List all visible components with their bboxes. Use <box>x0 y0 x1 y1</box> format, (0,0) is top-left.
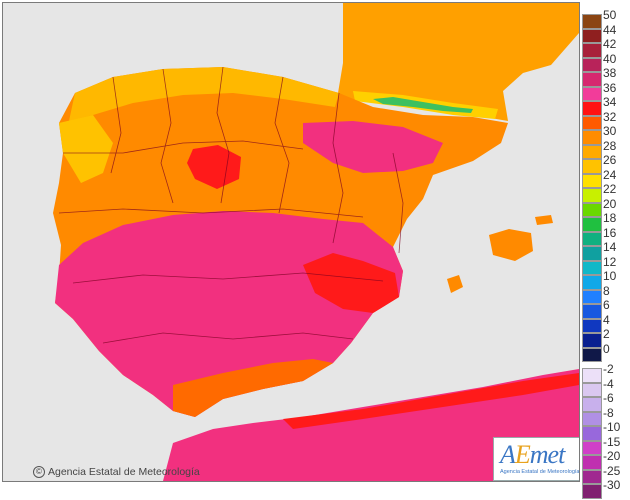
legend-label--30: -30 <box>603 478 621 492</box>
aemet-logo: AEmet Agencia Estatal de Meteorología <box>493 437 580 481</box>
legend-swatch-4 <box>582 318 602 333</box>
legend-swatch--25 <box>582 469 602 484</box>
legend-label-36: 36 <box>603 80 617 95</box>
legend-swatch-40 <box>582 57 602 72</box>
legend-label-6: 6 <box>603 298 610 312</box>
legend-swatch-32 <box>582 115 602 130</box>
legend-swatch--10 <box>582 426 602 441</box>
legend-swatch--4 <box>582 382 602 397</box>
legend-swatch--20 <box>582 455 602 470</box>
copyright-text: Agencia Estatal de Meteorología <box>48 466 200 478</box>
temperature-map: © Agencia Estatal de Meteorología AEmet … <box>2 2 580 482</box>
legend-label-12: 12 <box>603 254 617 269</box>
legend-swatch-42 <box>582 43 602 58</box>
legend-label--25: -25 <box>603 463 621 478</box>
legend-label-14: 14 <box>603 240 617 254</box>
legend-label-42: 42 <box>603 37 617 51</box>
legend-swatch-20 <box>582 202 602 217</box>
legend-swatch-26 <box>582 159 602 174</box>
legend-label-0: 0 <box>603 341 610 356</box>
legend-swatch--6 <box>582 397 602 412</box>
legend-label-38: 38 <box>603 66 617 80</box>
legend-label--20: -20 <box>603 449 621 463</box>
north-africa-coast-red <box>283 373 579 429</box>
legend-swatch-12 <box>582 260 602 275</box>
legend-swatch--15 <box>582 440 602 455</box>
legend-label-24: 24 <box>603 167 617 182</box>
legend-label--2: -2 <box>603 362 614 376</box>
legend-swatch--8 <box>582 411 602 426</box>
legend-swatch-22 <box>582 188 602 203</box>
logo-wordmark: AEmet <box>500 440 565 469</box>
legend-swatch-28 <box>582 144 602 159</box>
legend-swatch-24 <box>582 173 602 188</box>
legend-label-32: 32 <box>603 109 617 124</box>
ibiza <box>447 275 463 293</box>
legend-label-4: 4 <box>603 312 610 327</box>
map-canvas <box>3 3 579 481</box>
legend-swatch-30 <box>582 130 602 145</box>
logo-subtitle: Agencia Estatal de Meteorología <box>500 469 580 475</box>
legend-label-2: 2 <box>603 327 610 341</box>
legend-label--10: -10 <box>603 420 621 434</box>
central-hotspot <box>187 145 241 189</box>
legend-label-16: 16 <box>603 225 617 240</box>
legend-label-44: 44 <box>603 22 617 37</box>
legend-swatch-18 <box>582 217 602 232</box>
south-coast-warm <box>173 359 333 417</box>
menorca <box>535 215 553 225</box>
legend-swatch-50 <box>582 14 602 29</box>
legend-label-22: 22 <box>603 182 617 196</box>
legend-swatch-6 <box>582 304 602 319</box>
legend-label-8: 8 <box>603 283 610 298</box>
legend-swatch-10 <box>582 275 602 290</box>
legend-label-10: 10 <box>603 269 617 283</box>
france-region <box>338 3 579 121</box>
legend-label-26: 26 <box>603 153 617 167</box>
legend-swatch-44 <box>582 28 602 43</box>
legend-label-20: 20 <box>603 196 617 211</box>
pyrenees-green-strip <box>373 97 473 113</box>
legend-label-34: 34 <box>603 95 617 109</box>
legend-swatch-36 <box>582 86 602 101</box>
legend-label--4: -4 <box>603 376 614 391</box>
legend-label--15: -15 <box>603 434 621 449</box>
galicia-mild <box>59 115 113 183</box>
legend-swatch-2 <box>582 333 602 348</box>
legend-label-30: 30 <box>603 124 617 138</box>
southeast-red-band <box>303 253 399 313</box>
north-coast-mild <box>69 67 339 121</box>
legend-swatch-8 <box>582 289 602 304</box>
legend-label--6: -6 <box>603 391 614 405</box>
legend-label-18: 18 <box>603 211 617 225</box>
legend-label-28: 28 <box>603 138 617 153</box>
legend-swatch--30 <box>582 484 602 499</box>
mallorca <box>489 229 533 261</box>
legend-swatch-14 <box>582 246 602 261</box>
legend-swatch--2 <box>582 368 602 383</box>
legend-label-40: 40 <box>603 51 617 66</box>
legend-swatch-38 <box>582 72 602 87</box>
legend-label-50: 50 <box>603 8 617 22</box>
legend-swatch-16 <box>582 231 602 246</box>
copyright-notice: © Agencia Estatal de Meteorología <box>33 466 200 478</box>
copyright-icon: © <box>33 466 45 478</box>
province-borders <box>58 66 404 344</box>
temperature-legend: 50 44 42 40 38 36 34 32 30 28 26 24 22 20 18 16 14 12 10 8 6… <box>582 8 630 499</box>
legend-swatch-34 <box>582 101 602 116</box>
legend-label--8: -8 <box>603 405 614 420</box>
legend-swatch-0 <box>582 347 602 362</box>
ebro-valley-hot <box>303 121 443 173</box>
